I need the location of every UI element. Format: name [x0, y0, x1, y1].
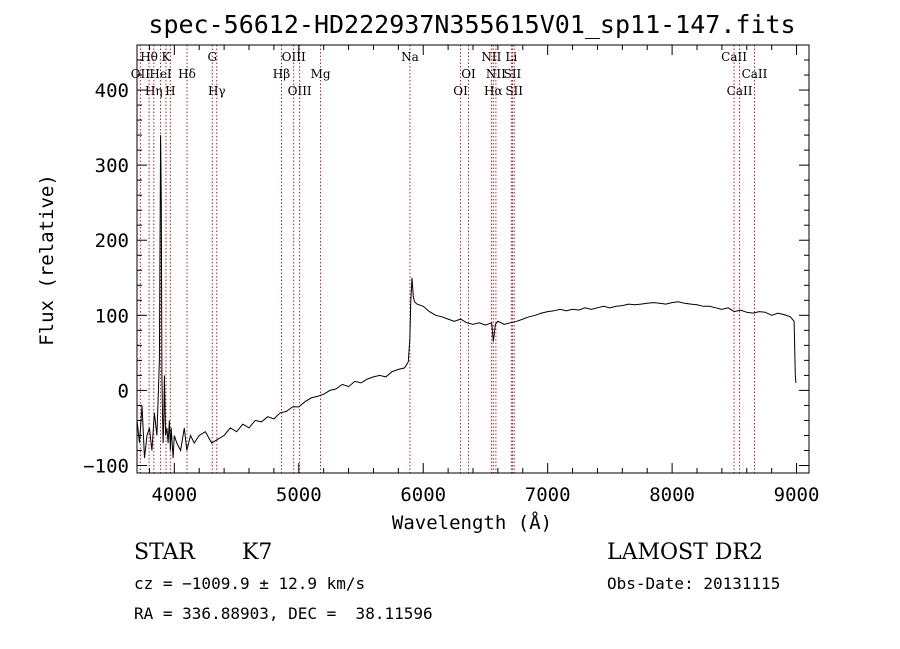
spectral-line-label: HeI: [149, 67, 172, 81]
x-tick-label: 9000: [774, 484, 820, 506]
spectral-line-label: K: [162, 50, 172, 64]
spectral-line-label: G: [207, 50, 217, 64]
spectral-line-label: CaII: [727, 84, 753, 98]
spectral-line-label: SII: [505, 84, 523, 98]
y-tick-label: −100: [83, 455, 129, 477]
y-tick-label: 100: [95, 305, 129, 327]
plot-frame: [136, 44, 810, 474]
x-tick-label: 5000: [276, 484, 322, 506]
spectral-line-label: CaII: [742, 67, 768, 81]
spectral-line-label: SII: [504, 67, 522, 81]
y-axis-ticks: −100 0 100 200 300 400: [83, 59, 809, 477]
x-tick-label: 8000: [649, 484, 695, 506]
object-subclass: K7: [242, 540, 273, 565]
spectral-line-label: Na: [401, 50, 419, 64]
spectral-line-label: Hγ: [208, 84, 226, 98]
chart-title: spec-56612-HD222937N355615V01_sp11-147.f…: [148, 10, 795, 39]
spectral-line-label: Li: [505, 50, 517, 64]
spectral-line-markers: [139, 45, 755, 473]
spectral-line-label: OI: [461, 67, 476, 81]
x-tick-label: 6000: [400, 484, 446, 506]
spectral-line-label: NII: [481, 50, 501, 64]
obs-date-text: Obs-Date: 20131115: [607, 574, 781, 593]
y-tick-label: 0: [118, 380, 129, 402]
spectral-line-label: OI: [453, 84, 468, 98]
spectral-line-label: Hβ: [273, 67, 290, 81]
spectral-line-label: NII: [486, 67, 506, 81]
coordinates-text: RA = 336.88903, DEC = 38.11596: [134, 604, 433, 623]
spectral-line-label: OII: [131, 67, 151, 81]
spectral-line-label: Hδ: [178, 67, 196, 81]
y-tick-label: 400: [95, 80, 129, 102]
object-class: STAR: [134, 540, 195, 565]
spectral-line-label: OIII: [288, 84, 312, 98]
spectral-line-labels: Hθ OII Hη HeI K HHδ G Hγ OIII Hβ OIII Mg Na OI OI NII NI…: [131, 50, 768, 98]
y-tick-label: 200: [95, 230, 129, 252]
spectrum-line: [136, 135, 797, 459]
survey-name: LAMOST DR2: [607, 540, 763, 565]
spectral-line-label: H: [165, 84, 175, 98]
spectral-line-label: Hθ: [140, 50, 158, 64]
spectral-line-label: Hα: [484, 84, 503, 98]
y-tick-label: 300: [95, 155, 129, 177]
x-axis-ticks: 4000 5000 6000 7000 8000 9000: [148, 45, 820, 506]
spectral-line-label: OIII: [282, 50, 306, 64]
x-tick-label: 7000: [525, 484, 571, 506]
x-axis-label: Wavelength (Å): [392, 511, 552, 534]
spectral-line-label: Hη: [145, 84, 163, 98]
y-axis-label: Flux (relative): [36, 174, 58, 346]
spectral-line-label: CaII: [721, 50, 747, 64]
redshift-text: cz = −1009.9 ± 12.9 km/s: [134, 574, 366, 593]
x-tick-label: 4000: [151, 484, 197, 506]
spectral-line-label: Mg: [311, 67, 331, 81]
